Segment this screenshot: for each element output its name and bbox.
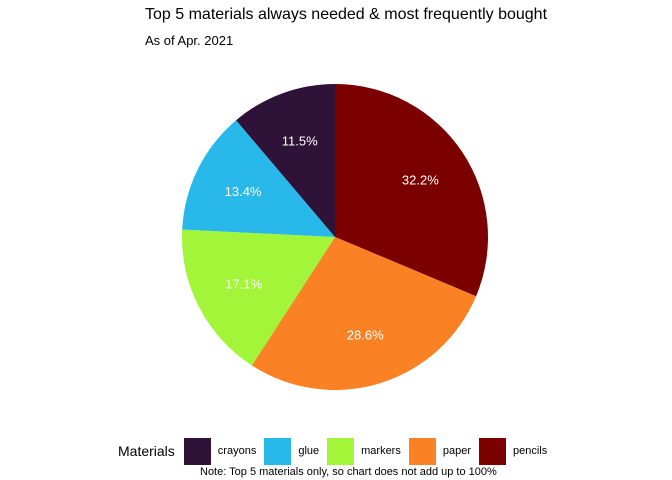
legend-label-glue: glue — [298, 445, 320, 457]
slice-label-glue: 13.4% — [225, 184, 262, 199]
pie-slice-crayons — [236, 84, 335, 237]
legend-item-glue: glue — [264, 437, 320, 465]
legend-item-markers: markers — [327, 437, 401, 465]
pie-slice-pencils — [335, 84, 488, 297]
chart-title: Top 5 materials always needed & most fre… — [145, 6, 548, 23]
slice-label-paper: 28.6% — [347, 327, 384, 342]
slice-label-crayons: 11.5% — [282, 133, 318, 148]
legend-label-paper: paper — [442, 445, 471, 457]
legend-item-pencils: pencils — [479, 437, 548, 465]
legend-swatch-paper — [408, 437, 436, 465]
pie-slice-markers — [181, 229, 335, 366]
pie-slice-paper — [251, 237, 477, 391]
legend-label-markers: markers — [361, 445, 401, 457]
legend-swatch-markers — [327, 437, 355, 465]
slice-label-markers: 17.1% — [225, 276, 262, 291]
legend-item-paper: paper — [408, 437, 471, 465]
legend-swatch-pencils — [479, 437, 506, 465]
legend-label-pencils: pencils — [513, 445, 548, 457]
pie-slice-labels: 32.2% 28.6% 17.1% 13.4% 11.5% — [225, 133, 440, 342]
legend-swatch-glue — [264, 437, 292, 465]
pie-slice-glue — [182, 120, 335, 237]
chart-subtitle: As of Apr. 2021 — [145, 33, 234, 48]
legend-item-crayons: crayons — [183, 437, 257, 465]
legend-swatch-crayons — [183, 437, 211, 465]
legend-title: Materials — [118, 443, 175, 459]
legend: Materials crayons glue markers paper pen… — [118, 437, 555, 465]
pie-slices — [181, 84, 488, 391]
slice-label-pencils: 32.2% — [402, 173, 439, 188]
chart-caption: Note: Top 5 materials only, so chart doe… — [200, 466, 497, 478]
legend-label-crayons: crayons — [217, 445, 257, 457]
pie-chart: 32.2% 28.6% 17.1% 13.4% 11.5% — [181, 84, 488, 391]
